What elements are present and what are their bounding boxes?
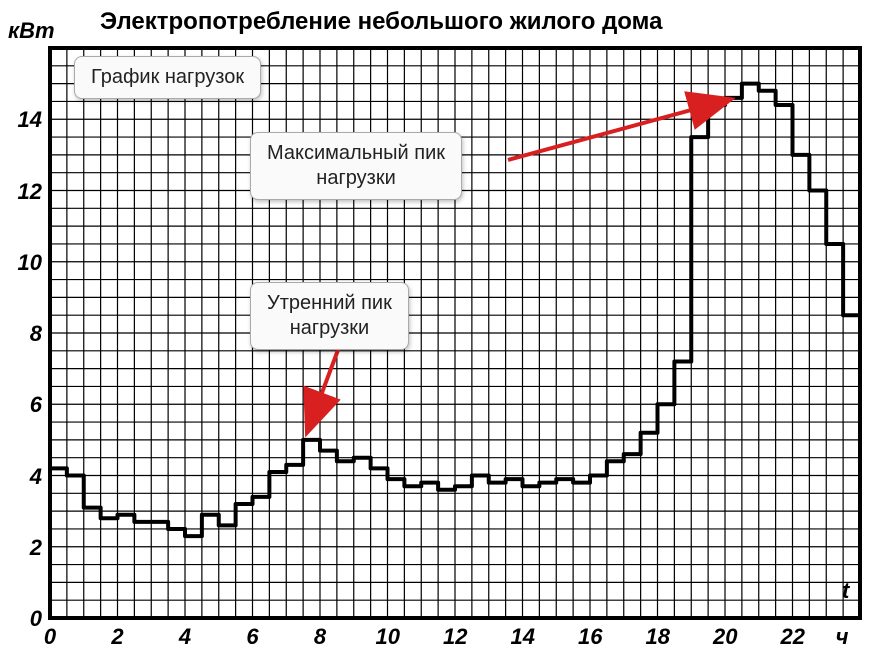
x-tick: 4 bbox=[173, 624, 197, 650]
morning-peak-callout: Утренний пик нагрузки bbox=[250, 282, 409, 350]
legend-text: График нагрузок bbox=[91, 66, 244, 88]
x-tick: 10 bbox=[376, 624, 400, 650]
x-tick: 8 bbox=[308, 624, 332, 650]
x-axis-unit: t bbox=[842, 578, 849, 604]
y-tick: 12 bbox=[12, 179, 42, 205]
x-tick: 0 bbox=[38, 624, 62, 650]
x-tick: 16 bbox=[578, 624, 602, 650]
max-peak-line1: Максимальный пик bbox=[267, 142, 445, 164]
x-tick: 2 bbox=[106, 624, 130, 650]
max-peak-line2: нагрузки bbox=[316, 167, 395, 189]
x-tick: 6 bbox=[241, 624, 265, 650]
legend-callout: График нагрузок bbox=[74, 56, 261, 99]
x-axis-hour-label: ч bbox=[830, 624, 854, 650]
x-tick: 18 bbox=[646, 624, 670, 650]
x-tick: 14 bbox=[511, 624, 535, 650]
y-tick: 8 bbox=[12, 321, 42, 347]
chart-container: Электропотребление небольшого жилого дом… bbox=[0, 0, 877, 666]
y-tick: 4 bbox=[12, 464, 42, 490]
x-tick: 22 bbox=[781, 624, 805, 650]
y-tick: 10 bbox=[12, 250, 42, 276]
x-tick: 20 bbox=[713, 624, 737, 650]
y-tick: 6 bbox=[12, 392, 42, 418]
morning-peak-line2: нагрузки bbox=[290, 317, 369, 339]
y-tick: 2 bbox=[12, 535, 42, 561]
y-tick: 14 bbox=[12, 107, 42, 133]
max-peak-callout: Максимальный пик нагрузки bbox=[250, 132, 462, 200]
morning-peak-line1: Утренний пик bbox=[267, 292, 392, 314]
chart-svg bbox=[0, 0, 877, 666]
x-tick: 12 bbox=[443, 624, 467, 650]
